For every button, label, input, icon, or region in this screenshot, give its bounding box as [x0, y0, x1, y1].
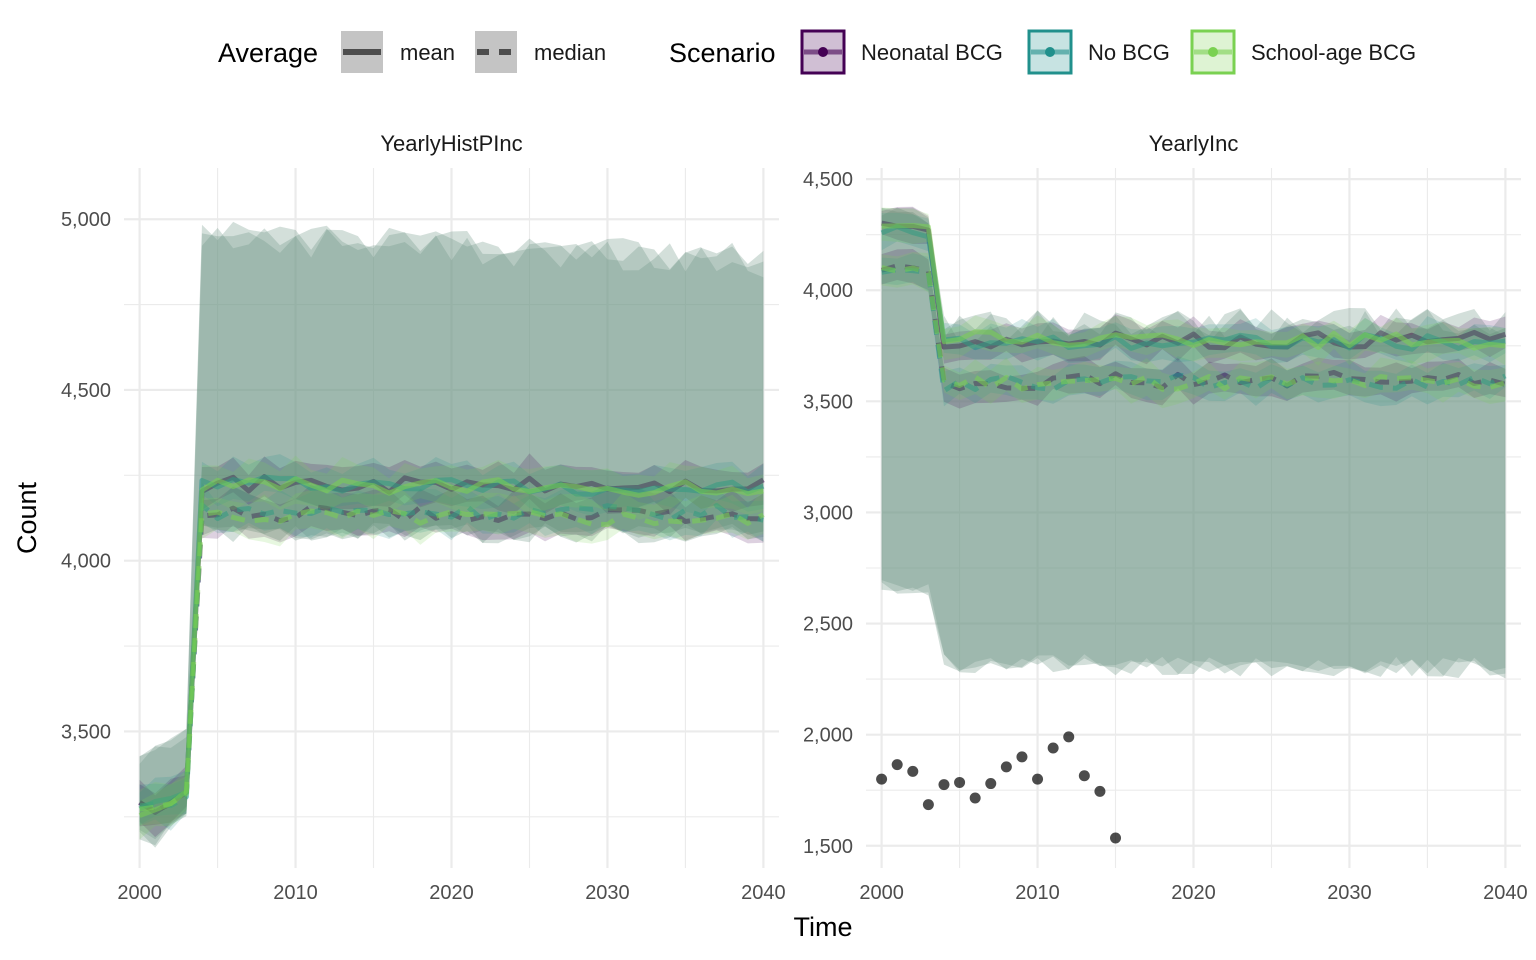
legend-label-neonatal-bcg: Neonatal BCG: [861, 40, 1003, 65]
panel-title: YearlyHistPInc: [380, 131, 522, 156]
y-tick-label: 1,500: [803, 836, 853, 858]
y-tick-label: 4,000: [61, 551, 111, 573]
ribbon-school-age-bcg-mean: [881, 207, 1506, 366]
legend: Average mean median Scenario Neonatal BCG No …: [218, 29, 1416, 75]
y-tick-label: 3,500: [803, 391, 853, 413]
x-tick-label: 2020: [429, 882, 474, 904]
y-tick-label: 4,000: [803, 280, 853, 302]
data-point: [891, 759, 903, 771]
uncertainty-band: [881, 207, 1506, 679]
ribbon-school-age-bcg-median: [881, 252, 1506, 409]
uncertainty-band: [139, 221, 764, 848]
x-tick-label: 2030: [1327, 882, 1372, 904]
x-tick-label: 2040: [741, 882, 786, 904]
grid: [124, 168, 779, 868]
legend-label-school-age-bcg: School-age BCG: [1251, 40, 1416, 65]
x-tick-label: 2000: [859, 882, 904, 904]
data-point: [1063, 731, 1075, 743]
legend-point-school-age-bcg: [1208, 47, 1218, 57]
series-line-school-age-bcg-mean: [138, 476, 764, 818]
x-tick-label: 2010: [1015, 882, 1060, 904]
y-tick-label: 3,500: [61, 721, 111, 743]
ribbon-no-bcg-median: [881, 253, 1506, 407]
x-tick-label: 2000: [117, 882, 162, 904]
data-point: [1110, 832, 1122, 844]
y-tick-label: 5,000: [61, 209, 111, 231]
data-point: [1032, 773, 1044, 785]
y-axis-label: Count: [12, 481, 42, 554]
data-point: [954, 776, 966, 788]
panel-title: YearlyInc: [1149, 131, 1239, 156]
y-tick-label: 3,000: [803, 502, 853, 524]
data-point: [876, 773, 888, 785]
y-tick-label: 4,500: [61, 380, 111, 402]
ribbon-neonatal-bcg-mean: [881, 206, 1506, 365]
legend-point-neonatal-bcg: [818, 47, 828, 57]
legend-point-no-bcg: [1045, 47, 1055, 57]
series-line-neonatal-bcg-median: [138, 503, 764, 814]
legend-average-title: Average: [218, 38, 318, 68]
x-tick-label: 2030: [585, 882, 630, 904]
x-tick-label: 2040: [1483, 882, 1528, 904]
panel-YearlyHistPInc: YearlyHistPInc 3,500 4,000 4,500 5,000 2000 20…: [61, 131, 786, 904]
data-point: [985, 778, 997, 790]
panels: YearlyHistPInc 3,500 4,000 4,500 5,000 2000 20…: [61, 131, 1528, 904]
series-line-no-bcg-mean: [880, 224, 1506, 352]
legend-label-median: median: [534, 40, 606, 65]
band-layer: [881, 207, 1506, 679]
x-tick-label: 2010: [273, 882, 318, 904]
series-line-school-age-bcg-median: [881, 265, 1507, 392]
data-point: [938, 779, 950, 791]
grid: [866, 168, 1521, 868]
series-line-school-age-bcg-median: [139, 507, 765, 812]
x-tick-label: 2020: [1171, 882, 1216, 904]
data-point: [1078, 770, 1090, 782]
y-tick-label: 4,500: [803, 169, 853, 191]
data-point: [1047, 742, 1059, 754]
band-layer: [139, 229, 764, 846]
legend-label-mean: mean: [400, 40, 455, 65]
band-layer: [881, 207, 1506, 678]
y-tick-label: 2,000: [803, 725, 853, 747]
ribbon-no-bcg-mean: [881, 212, 1506, 364]
data-point: [907, 765, 919, 777]
legend-label-no-bcg: No BCG: [1088, 40, 1170, 65]
data-point: [922, 799, 934, 811]
series-line-no-bcg-median: [139, 502, 764, 809]
data-point: [1094, 785, 1106, 797]
band-layer: [139, 225, 764, 840]
series-line-school-age-bcg-mean: [881, 222, 1506, 351]
legend-scenario-title: Scenario: [669, 38, 776, 68]
x-axis-label: Time: [794, 912, 853, 942]
panel-YearlyInc: YearlyInc 1,500 2,000 2,500 3,000 3,500 4,000 4…: [803, 131, 1528, 904]
data-point: [969, 792, 981, 804]
data-point: [1016, 751, 1028, 763]
data-point: [1000, 761, 1012, 773]
band-layer: [139, 221, 764, 848]
series-line-no-bcg-median: [881, 267, 1507, 394]
ribbon-neonatal-bcg-median: [881, 248, 1506, 409]
band-layer: [881, 207, 1506, 676]
y-tick-label: 2,500: [803, 614, 853, 636]
